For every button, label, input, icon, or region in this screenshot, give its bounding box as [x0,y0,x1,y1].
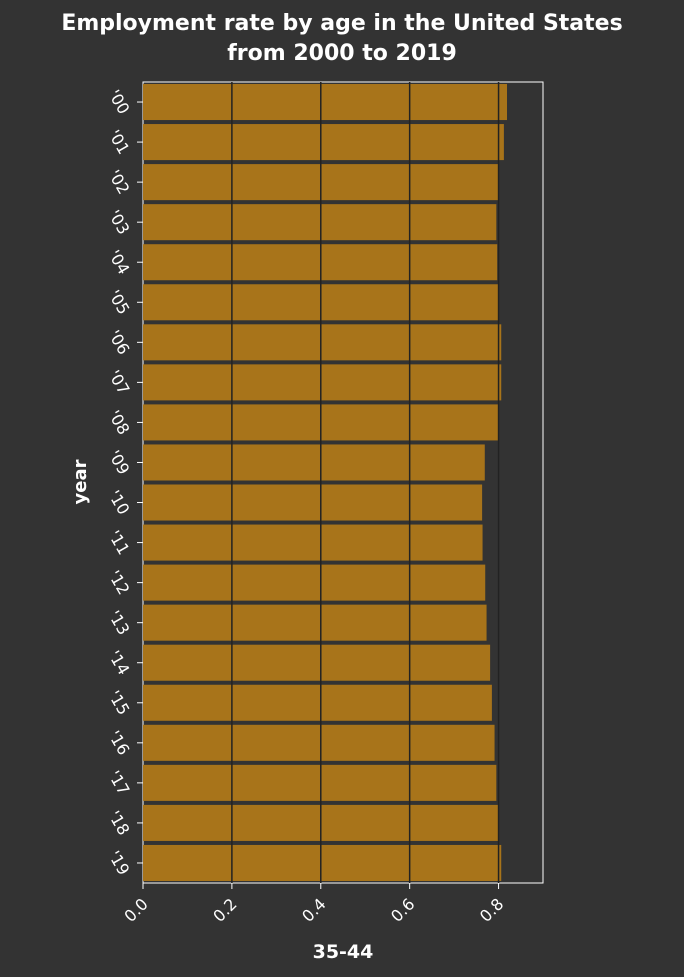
bar-7 [143,364,502,401]
y-tick-label-5: '05 [105,287,134,318]
x-tick-label-4: 0.8 [476,894,507,925]
bar-1 [143,124,504,161]
y-tick-label-9: '09 [105,447,134,478]
bar-17 [143,764,497,801]
y-axis-label: year [70,459,91,504]
bar-12 [143,564,486,601]
chart-title-line-2: from 2000 to 2019 [227,41,457,66]
bar-14 [143,644,491,681]
y-tick-label-19: '19 [105,848,134,879]
y-tick-label-18: '18 [105,807,134,838]
y-tick-label-4: '04 [105,247,134,278]
y-tick-label-15: '15 [105,687,134,718]
y-tick-label-16: '16 [105,727,134,758]
y-tick-label-2: '02 [105,167,134,198]
x-axis-label: 35-44 [313,941,374,963]
bar-15 [143,684,492,721]
bar-13 [143,604,487,641]
plot-frame [142,81,544,884]
x-tick-label-0: 0.0 [120,894,151,925]
x-tick-label-2: 0.4 [298,894,329,925]
bar-19 [143,844,502,881]
bar-10 [143,484,483,521]
y-tick-label-17: '17 [105,767,134,798]
y-tick-label-11: '11 [105,527,134,558]
y-tick-label-14: '14 [105,647,134,678]
y-tick-label-8: '08 [105,407,134,438]
bar-0 [143,84,507,121]
bar-16 [143,724,495,761]
y-tick-label-7: '07 [105,367,134,398]
x-tick-label-3: 0.6 [387,894,418,925]
bar-9 [143,444,485,481]
bar-6 [143,324,502,361]
y-tick-label-6: '06 [105,327,134,358]
y-tick-label-0: '00 [105,87,134,118]
bar-3 [143,204,497,241]
plot-area: '00 '01 '02 '03 '04 '05 '06 '07 '08 '09 '10 '11 '12 '… [105,81,544,926]
bar-11 [143,524,483,561]
y-tick-label-1: '01 [105,127,134,158]
y-tick-label-13: '13 [105,607,134,638]
x-tick-label-1: 0.2 [209,894,240,925]
y-tick-label-12: '12 [105,567,134,598]
y-tick-label-3: '03 [105,207,134,238]
y-tick-label-10: '10 [105,487,134,518]
chart-title-line-1: Employment rate by age in the United Sta… [61,11,622,36]
